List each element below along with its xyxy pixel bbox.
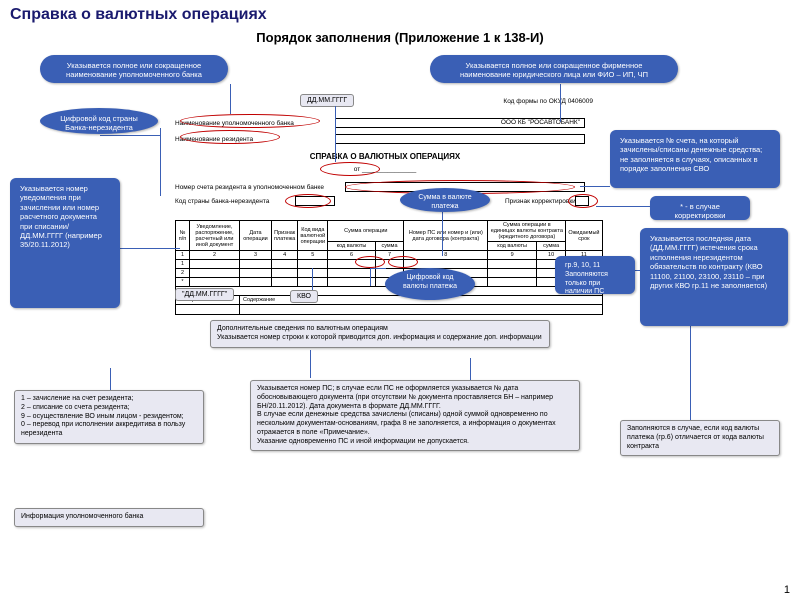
callout-date-format: ДД.ММ.ГГГГ [300,94,354,107]
resident-name-label: Наименование резидента [175,136,253,143]
bank-name-label: Наименование уполномоченного банка [175,120,294,127]
callout-expected-date: Указывается последняя дата (ДД.ММ.ГГГГ) … [640,228,788,326]
country-box [295,196,335,206]
th-2: Уведомление, распоряжение, расчетный или… [190,221,240,251]
n2: 2 [190,251,240,260]
th-6a: код валюты [328,242,375,251]
n7: 7 [375,251,404,260]
bank-name-box: ООО КБ "РОСАВТОБАНК" [335,118,585,128]
subtitle: Порядок заполнения (Приложение 1 к 138-И… [0,30,800,45]
callout-account: Указывается № счета, на который зачислен… [610,130,780,188]
info-additional: Дополнительные сведения по валютным опер… [210,320,550,348]
callout-bank-name: Указывается полное или сокращенное наиме… [40,55,228,83]
callout-dd-row: "ДД.ММ.ГГГГ" [175,288,234,301]
callout-sum-currency: Сумма в валюте платежа [400,188,490,212]
info-bank-section: Информация уполномоченного банка [14,508,204,527]
page-number: 1 [784,584,790,596]
r1: 1 [176,260,190,269]
th-8: Номер ПС или номер и (или) дата договора… [404,221,488,251]
callout-kvo: КВО [290,290,318,303]
info-ps: Указывается номер ПС; в случае если ПС н… [250,380,580,451]
info-legend: 1 – зачисление на счет резидента; 2 – сп… [14,390,204,444]
country-label: Код страны банка-нерезидента [175,198,269,205]
callout-firm-name: Указывается полное или сокращенное фирме… [430,55,678,83]
correction-box [575,196,589,206]
org-value: ООО КБ "РОСАВТОБАНК" [501,119,580,126]
th-3: Дата операции [240,221,272,251]
th-11: Ожидаемый срок [566,221,602,251]
callout-notification: Указывается номер уведомления при зачисл… [10,178,120,308]
n9: 9 [488,251,537,260]
n1: 1 [176,251,190,260]
n5: 5 [298,251,328,260]
th-9: Сумма операции в единицах валюты контрак… [488,221,566,242]
correction-label: Признак корректировки [505,198,576,205]
callout-ps-columns: гр.9, 10, 11 Заполняются только при нали… [555,256,635,294]
th-9a: код валюты [488,242,537,251]
n4: 4 [272,251,298,260]
callout-country-code: Цифровой код страны Банка-нерезидента [40,108,158,134]
n3: 3 [240,251,272,260]
main-table: № п/п Уведомление, распоряжение, расчетн… [175,220,603,315]
page-title: Справка о валютных операциях [0,0,800,26]
form-title: СПРАВКА О ВАЛЮТНЫХ ОПЕРАЦИЯХ [175,152,595,161]
account-label: Номер счета резидента в уполномоченном б… [175,184,324,191]
th-9b: сумма [536,242,565,251]
th-1: № п/п [176,221,190,251]
n6: 6 [328,251,375,260]
th-6: Сумма операции [328,221,404,242]
th-5: Код вида валютной операции [298,221,328,251]
callout-asterisk: * - в случае корректировки [650,196,750,220]
r3: * [176,278,190,287]
callout-currency-code: Цифровой код валюты платежа [385,268,475,300]
n8: 8 [404,251,488,260]
th-4: Признак платежа [272,221,298,251]
form-date: от _______________ [175,166,595,173]
okud-label: Код формы по ОКУД 0406009 [503,98,593,105]
th-6b: сумма [375,242,404,251]
resident-name-box [335,134,585,144]
r2: 2 [176,269,190,278]
info-currency-differs: Заполняются в случае, если код валюты пл… [620,420,780,456]
